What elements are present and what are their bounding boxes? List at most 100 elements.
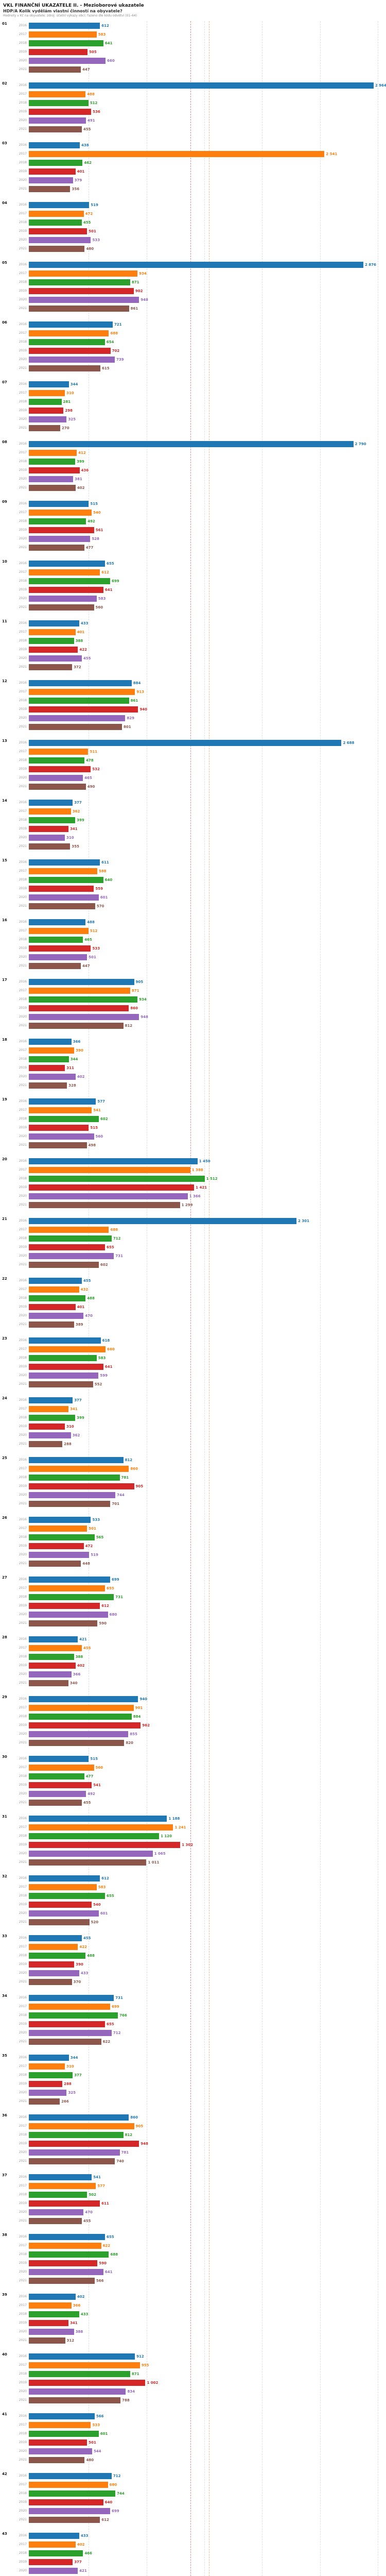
bar-track: 433 <box>29 620 378 626</box>
bar-row: 2020 325 <box>15 415 378 423</box>
bar-track: 388 <box>29 2328 378 2335</box>
year-label: 2019 <box>19 229 27 233</box>
bar-value-label: 328 <box>68 1083 76 1088</box>
bar-group: 09 2016 515 2017 540 2018 492 2019 561 2020 528 202… <box>2 499 383 552</box>
group-rows: 2016 438 2017 2 541 2018 462 2019 401 2020 379 202… <box>15 141 383 193</box>
group-code-label: 38 <box>2 2233 7 2237</box>
year-label: 2016 <box>19 1936 27 1940</box>
bar <box>29 2507 110 2514</box>
year-label: 2020 <box>19 1971 27 1975</box>
bar-group: 22 2016 455 2017 432 2018 488 2019 401 2020 470 202… <box>2 1276 383 1329</box>
year-label: 2021 <box>19 605 27 609</box>
year-label: 2021 <box>19 844 27 848</box>
year-label: 2017 <box>19 1048 27 1052</box>
bar <box>29 2379 146 2386</box>
bar-row: 2017 541 <box>15 1106 378 1114</box>
bar-row: 2018 884 <box>15 1712 378 1721</box>
bar-track: 344 <box>29 381 378 387</box>
bar-value-label: 871 <box>131 280 139 284</box>
bar-value-label: 902 <box>135 289 143 293</box>
bar-value-label: 366 <box>73 1672 81 1676</box>
bar-row: 2018 399 <box>15 1413 378 1422</box>
bar-group: 23 2016 618 2017 660 2018 583 2019 641 2020 599 202… <box>2 1336 383 1388</box>
bar-value-label: 688 <box>110 2252 118 2257</box>
bar-track: 655 <box>29 1892 378 1899</box>
bar-track: 622 <box>29 2242 378 2249</box>
bar <box>29 834 65 841</box>
bar-value-label: 812 <box>125 1458 133 1462</box>
bar-row: 2018 1 512 <box>15 1174 378 1183</box>
bar <box>29 1440 63 1447</box>
bar-row: 2020 712 <box>15 2028 378 2037</box>
bar-track: 355 <box>29 843 378 850</box>
bar <box>29 1755 89 1762</box>
year-label: 2017 <box>19 989 27 992</box>
bar-group: 17 2016 905 2017 871 2018 934 2019 860 2020 948 202… <box>2 977 383 1030</box>
bar-track: 480 <box>29 245 378 252</box>
bar-value-label: 612 <box>101 1876 109 1880</box>
year-label: 2021 <box>19 2338 27 2342</box>
bar-value-label: 934 <box>139 271 147 276</box>
group-rows: 2016 402 2017 366 2018 433 2019 341 2020 388 2021 3… <box>15 2292 383 2345</box>
bar-row: 2017 560 <box>15 1763 378 1772</box>
year-label: 2020 <box>19 178 27 182</box>
bar-value-label: 940 <box>139 1697 148 1701</box>
bar-row: 2016 940 <box>15 1694 378 1703</box>
group-code-label: 09 <box>2 500 7 504</box>
bar-value-label: 583 <box>98 32 106 37</box>
year-label: 2018 <box>19 2312 27 2316</box>
bar-value-label: 389 <box>75 1322 83 1327</box>
year-label: 2017 <box>19 1527 27 1530</box>
bar-track: 1 388 <box>29 1166 378 1173</box>
bar-track: 536 <box>29 108 378 115</box>
bar-value-label: 641 <box>104 41 113 45</box>
bar <box>29 1645 82 1651</box>
bar-value-label: 2 688 <box>343 740 355 745</box>
bar-value-label: 266 <box>61 2099 69 2104</box>
bar <box>29 2217 82 2224</box>
bar <box>29 1082 67 1089</box>
bar-value-label: 934 <box>139 997 147 1002</box>
bar <box>29 757 85 764</box>
bar <box>29 2499 103 2505</box>
bar-value-label: 641 <box>104 587 113 592</box>
bar-track: 478 <box>29 757 378 764</box>
bar-track: 905 <box>29 2123 378 2129</box>
bar-value-label: 612 <box>101 23 109 28</box>
bar-track: 599 <box>29 1372 378 1379</box>
bar-value-label: 721 <box>114 322 122 327</box>
year-label: 2021 <box>19 785 27 788</box>
bar-row: 2020 699 <box>15 2506 378 2515</box>
bar <box>29 2430 99 2437</box>
bar <box>29 1277 82 1284</box>
bar <box>29 894 99 901</box>
bar <box>29 398 62 405</box>
bar <box>29 1073 76 1080</box>
bar-row: 2020 544 <box>15 2447 378 2455</box>
bar-value-label: 541 <box>93 1783 101 1787</box>
bar-row: 2019 962 <box>15 1721 378 1730</box>
bar-track: 325 <box>29 416 378 422</box>
bar-row: 2018 812 <box>15 2130 378 2139</box>
bar <box>29 1295 86 1301</box>
bar-row: 2020 744 <box>15 1490 378 1499</box>
bar-track: 370 <box>29 1978 378 1985</box>
year-label: 2019 <box>19 946 27 950</box>
bar <box>29 1910 99 1917</box>
bar <box>29 1217 297 1224</box>
bar-row: 2018 781 <box>15 1473 378 1482</box>
bar <box>29 2063 65 2070</box>
bar <box>29 1235 112 1242</box>
bar-row: 2019 501 <box>15 2438 378 2447</box>
bar-track: 739 <box>29 356 378 363</box>
group-rows: 2016 940 2017 901 2018 884 2019 962 2020 855 2021 8… <box>15 1694 383 1747</box>
bar-value-label: 583 <box>98 1885 106 1889</box>
year-label: 2020 <box>19 537 27 540</box>
bar <box>29 1483 134 1489</box>
year-label: 2021 <box>19 1502 27 1505</box>
bar-row: 2019 401 <box>15 167 378 176</box>
bar <box>29 2029 112 2036</box>
bar-track: 640 <box>29 2499 378 2505</box>
year-label: 2018 <box>19 2193 27 2196</box>
bar-value-label: 478 <box>86 758 94 762</box>
